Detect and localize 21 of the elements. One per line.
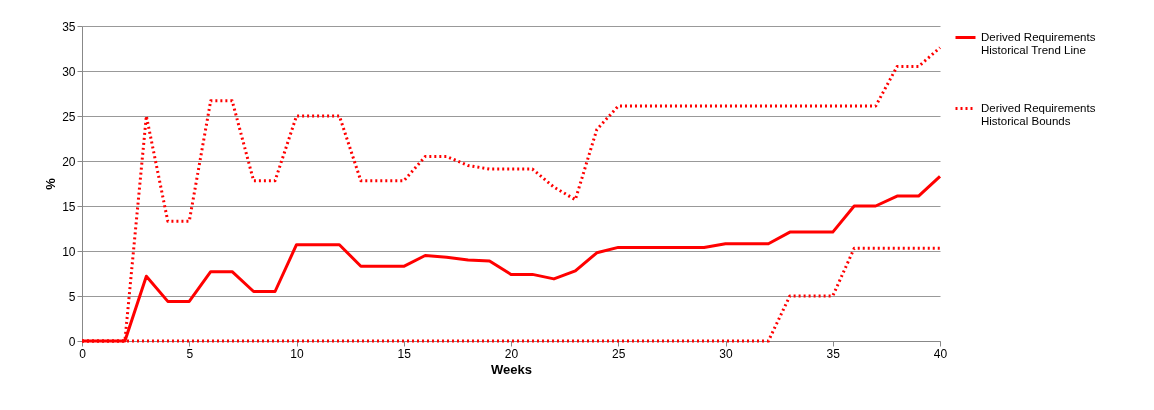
x-tick-label: 35 <box>826 346 841 361</box>
y-tick-label: 5 <box>68 289 76 304</box>
x-tick-label: 5 <box>186 346 194 361</box>
y-tick-label: 35 <box>62 19 76 34</box>
y-axis-title: % <box>43 177 59 190</box>
y-tick-label: 30 <box>62 64 76 79</box>
x-tick-label: 20 <box>504 346 519 361</box>
y-tick-label: 15 <box>62 199 76 214</box>
y-tick-label: 25 <box>62 109 76 124</box>
x-tick-label: 10 <box>290 346 304 361</box>
legend-label: Derived Requirements Historical Bounds <box>981 101 1096 127</box>
x-tick-label: 30 <box>719 346 733 361</box>
x-tick-label: 25 <box>612 346 626 361</box>
y-tick-label: 0 <box>68 334 76 349</box>
x-tick-label: 15 <box>397 346 412 361</box>
x-tick-label: 40 <box>933 346 948 361</box>
legend-label: Derived Requirements Historical Trend Line <box>981 30 1096 56</box>
y-tick-label: 10 <box>62 244 76 259</box>
x-axis-title: Weeks <box>491 361 532 377</box>
x-tick-label: 0 <box>79 346 87 361</box>
y-tick-label: 20 <box>62 154 76 169</box>
